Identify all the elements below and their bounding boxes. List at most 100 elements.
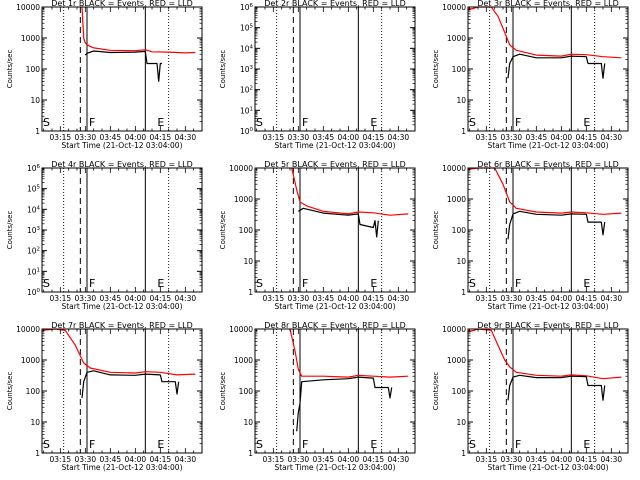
events-series-line xyxy=(507,374,606,401)
start-marker: S xyxy=(256,277,263,290)
chart-title: Det 5r BLACK = Events, RED = LLD xyxy=(264,160,406,169)
chart-panel-8: Det 8r BLACK = Events, RED = LLD 1 10 100 10… xyxy=(219,321,416,472)
x-tick-label: 04:30 xyxy=(601,133,623,142)
end-marker: E xyxy=(157,116,164,129)
x-axis-title: Start Time (21-Oct-12 03:04:00) xyxy=(274,302,395,311)
finish-marker: F xyxy=(89,116,95,129)
y-axis-title: Counts/sec xyxy=(432,211,440,250)
y-tick-label: 103 xyxy=(27,226,41,235)
x-tick-label: 04:30 xyxy=(388,455,410,464)
events-series-line xyxy=(296,376,393,432)
x-tick-label: 03:30 xyxy=(501,133,523,142)
y-tick-label: 1 xyxy=(248,449,253,458)
events-series-line xyxy=(84,50,162,82)
chart-title: Det 6r BLACK = Events, RED = LLD xyxy=(477,160,619,169)
x-tick-label: 03:45 xyxy=(100,294,122,303)
x-tick-label: 03:45 xyxy=(313,294,335,303)
finish-marker: F xyxy=(302,438,308,451)
x-tick-label: 03:15 xyxy=(476,294,498,303)
x-tick-label: 04:30 xyxy=(601,455,623,464)
x-tick-label: 03:15 xyxy=(263,455,285,464)
y-tick-label: 1000 xyxy=(447,34,466,43)
y-tick-label: 10000 xyxy=(16,3,40,12)
lld-series-line xyxy=(291,167,409,216)
start-marker: S xyxy=(43,116,50,129)
y-tick-label: 100 xyxy=(26,387,41,396)
finish-marker: F xyxy=(515,277,521,290)
y-axis-title: Counts/sec xyxy=(219,372,227,411)
events-series-line xyxy=(507,53,606,79)
y-tick-label: 100 xyxy=(239,226,254,235)
y-tick-label: 1 xyxy=(248,288,253,297)
x-tick-label: 04:00 xyxy=(338,294,360,303)
chart-panel-7: Det 7r BLACK = Events, RED = LLD 1 10 100 10… xyxy=(6,321,203,472)
x-tick-label: 04:30 xyxy=(175,133,197,142)
y-tick-label: 104 xyxy=(27,205,41,214)
y-tick-label: 10 xyxy=(30,96,40,105)
end-marker: E xyxy=(370,116,377,129)
end-marker: E xyxy=(370,438,377,451)
chart-title: Det 1r BLACK = Events, RED = LLD xyxy=(51,0,193,8)
y-tick-label: 10 xyxy=(456,418,466,427)
y-tick-label: 105 xyxy=(240,24,254,33)
y-axis-title: Counts/sec xyxy=(219,50,227,89)
y-axis-title: Counts/sec xyxy=(432,372,440,411)
chart-panel-1: Det 1r BLACK = Events, RED = LLD 1 10 100 10… xyxy=(6,0,203,150)
x-tick-label: 04:30 xyxy=(388,133,410,142)
x-axis-title: Start Time (21-Oct-12 03:04:00) xyxy=(274,141,395,150)
x-tick-label: 03:45 xyxy=(526,455,548,464)
lld-series-line xyxy=(289,328,409,378)
x-tick-label: 04:00 xyxy=(125,455,147,464)
x-tick-label: 04:15 xyxy=(150,133,172,142)
x-tick-label: 03:45 xyxy=(100,133,122,142)
y-tick-label: 10 xyxy=(30,418,40,427)
start-marker: S xyxy=(469,116,476,129)
y-tick-label: 1 xyxy=(35,127,40,136)
finish-marker: F xyxy=(515,116,521,129)
x-tick-label: 03:45 xyxy=(526,294,548,303)
chart-panel-6: Det 6r BLACK = Events, RED = LLD 1 10 100 10… xyxy=(432,160,629,311)
x-tick-label: 03:45 xyxy=(526,133,548,142)
events-series-line xyxy=(507,210,606,240)
y-tick-label: 10000 xyxy=(442,3,466,12)
y-tick-label: 100 xyxy=(26,65,41,74)
y-axis-title: Counts/sec xyxy=(6,372,14,411)
x-tick-label: 03:30 xyxy=(75,455,97,464)
x-axis-title: Start Time (21-Oct-12 03:04:00) xyxy=(61,141,182,150)
y-tick-label: 10000 xyxy=(16,325,40,334)
end-marker: E xyxy=(370,277,377,290)
end-marker: E xyxy=(583,277,590,290)
chart-panel-9: Det 9r BLACK = Events, RED = LLD 1 10 100 10… xyxy=(432,321,629,472)
x-tick-label: 03:15 xyxy=(263,294,285,303)
x-tick-label: 03:30 xyxy=(501,455,523,464)
x-tick-label: 04:00 xyxy=(551,455,573,464)
chart-title: Det 3r BLACK = Events, RED = LLD xyxy=(477,0,619,8)
y-tick-label: 1 xyxy=(35,449,40,458)
y-tick-label: 102 xyxy=(240,86,253,95)
x-axis-title: Start Time (21-Oct-12 03:04:00) xyxy=(61,463,182,472)
y-tick-label: 10 xyxy=(243,257,253,266)
y-tick-label: 105 xyxy=(27,185,41,194)
y-tick-label: 10000 xyxy=(442,164,466,173)
y-tick-label: 1000 xyxy=(447,195,466,204)
plot-frame xyxy=(254,6,416,132)
lld-series-line xyxy=(467,6,622,59)
x-tick-label: 04:00 xyxy=(338,455,360,464)
x-tick-label: 03:30 xyxy=(288,455,310,464)
y-tick-label: 1000 xyxy=(447,356,466,365)
x-tick-label: 03:45 xyxy=(100,455,122,464)
finish-marker: F xyxy=(89,277,95,290)
chart-title: Det 2r BLACK = Events, RED = LLD xyxy=(264,0,406,8)
y-tick-label: 1000 xyxy=(234,195,253,204)
y-tick-label: 1000 xyxy=(21,356,40,365)
y-tick-label: 100 xyxy=(452,65,467,74)
x-tick-label: 04:00 xyxy=(125,294,147,303)
chart-title: Det 4r BLACK = Events, RED = LLD xyxy=(51,160,193,169)
y-tick-label: 1000 xyxy=(21,34,40,43)
x-tick-label: 04:15 xyxy=(576,133,598,142)
x-tick-label: 04:15 xyxy=(576,455,598,464)
start-marker: S xyxy=(43,438,50,451)
x-tick-label: 03:15 xyxy=(476,133,498,142)
chart-panel-4: Det 4r BLACK = Events, RED = LLD 100 101 10… xyxy=(6,160,203,311)
